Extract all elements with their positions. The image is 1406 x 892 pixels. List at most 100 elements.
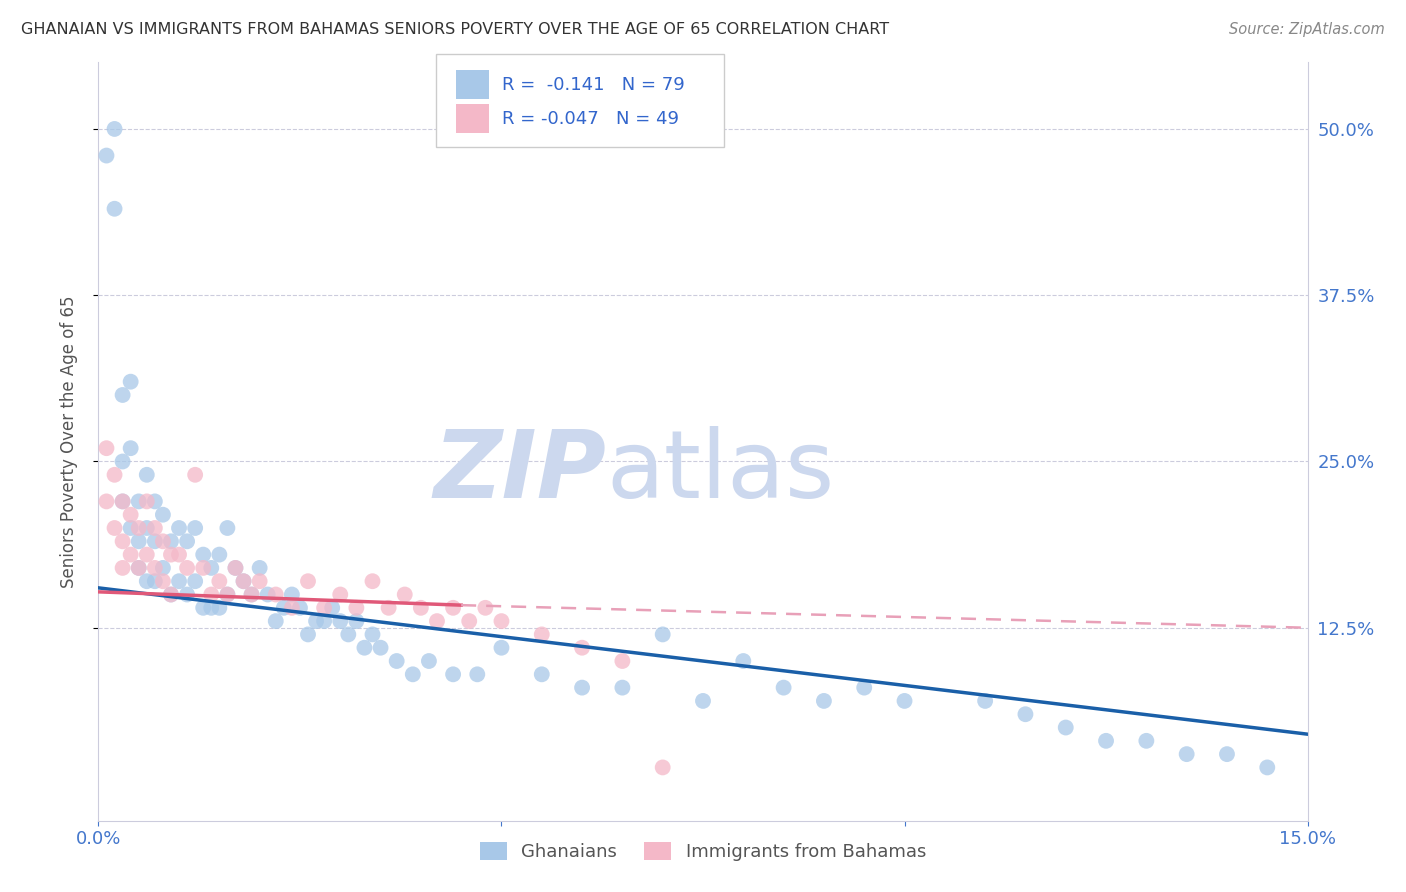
- Point: [329, 587, 352, 601]
- Point: [111, 494, 134, 508]
- Point: [135, 574, 157, 589]
- Point: [176, 587, 198, 601]
- Legend: Ghanaians, Immigrants from Bahamas: Ghanaians, Immigrants from Bahamas: [472, 835, 934, 869]
- Point: [441, 600, 464, 615]
- Point: [167, 574, 190, 589]
- Point: [612, 654, 634, 668]
- Point: [167, 548, 190, 562]
- Point: [135, 494, 157, 508]
- Point: [281, 600, 304, 615]
- Point: [160, 548, 183, 562]
- Point: [288, 600, 311, 615]
- Point: [160, 587, 183, 601]
- Point: [772, 681, 794, 695]
- Text: Source: ZipAtlas.com: Source: ZipAtlas.com: [1229, 22, 1385, 37]
- Point: [152, 561, 174, 575]
- Point: [176, 534, 198, 549]
- Point: [305, 614, 328, 628]
- Point: [135, 521, 157, 535]
- Point: [353, 640, 375, 655]
- Point: [264, 587, 287, 601]
- Point: [256, 587, 278, 601]
- Point: [465, 667, 488, 681]
- Point: [208, 574, 231, 589]
- Point: [96, 148, 118, 162]
- Point: [813, 694, 835, 708]
- Point: [128, 561, 150, 575]
- Point: [264, 614, 287, 628]
- Point: [200, 587, 222, 601]
- Point: [200, 561, 222, 575]
- Point: [1014, 707, 1036, 722]
- Point: [208, 548, 231, 562]
- Point: [160, 587, 183, 601]
- Text: R =  -0.141   N = 79: R = -0.141 N = 79: [502, 76, 685, 94]
- Point: [111, 494, 134, 508]
- Point: [128, 561, 150, 575]
- Text: GHANAIAN VS IMMIGRANTS FROM BAHAMAS SENIORS POVERTY OVER THE AGE OF 65 CORRELATI: GHANAIAN VS IMMIGRANTS FROM BAHAMAS SENI…: [21, 22, 889, 37]
- Point: [111, 388, 134, 402]
- Point: [249, 561, 271, 575]
- Point: [120, 521, 142, 535]
- Point: [96, 494, 118, 508]
- Point: [281, 587, 304, 601]
- Point: [402, 667, 425, 681]
- Point: [96, 441, 118, 455]
- Point: [143, 521, 166, 535]
- Point: [111, 561, 134, 575]
- Point: [426, 614, 449, 628]
- Point: [224, 561, 246, 575]
- Point: [128, 521, 150, 535]
- Point: [232, 574, 254, 589]
- Point: [120, 508, 142, 522]
- Point: [143, 574, 166, 589]
- Point: [232, 574, 254, 589]
- Point: [240, 587, 263, 601]
- Point: [571, 681, 593, 695]
- Point: [344, 614, 367, 628]
- Point: [128, 494, 150, 508]
- Point: [893, 694, 915, 708]
- Point: [361, 627, 384, 641]
- Point: [193, 600, 215, 615]
- Point: [224, 561, 246, 575]
- Point: [143, 494, 166, 508]
- Point: [733, 654, 755, 668]
- Point: [135, 548, 157, 562]
- Point: [152, 574, 174, 589]
- Text: atlas: atlas: [606, 425, 835, 518]
- Point: [217, 587, 239, 601]
- Point: [571, 640, 593, 655]
- Point: [240, 587, 263, 601]
- Point: [103, 122, 125, 136]
- Point: [1175, 747, 1198, 761]
- Point: [160, 534, 183, 549]
- Point: [1256, 760, 1278, 774]
- Point: [974, 694, 997, 708]
- Point: [111, 454, 134, 468]
- Point: [530, 627, 553, 641]
- Point: [651, 627, 673, 641]
- Point: [361, 574, 384, 589]
- Point: [249, 574, 271, 589]
- Point: [152, 508, 174, 522]
- Point: [314, 600, 336, 615]
- Point: [176, 561, 198, 575]
- Point: [111, 534, 134, 549]
- Point: [474, 600, 496, 615]
- Point: [217, 521, 239, 535]
- Point: [103, 521, 125, 535]
- Point: [184, 467, 207, 482]
- Point: [1216, 747, 1239, 761]
- Point: [314, 614, 336, 628]
- Point: [152, 534, 174, 549]
- Point: [394, 587, 416, 601]
- Point: [297, 627, 319, 641]
- Point: [409, 600, 432, 615]
- Point: [1095, 734, 1118, 748]
- Point: [651, 760, 673, 774]
- Point: [458, 614, 481, 628]
- Point: [1135, 734, 1157, 748]
- Point: [120, 548, 142, 562]
- Point: [184, 521, 207, 535]
